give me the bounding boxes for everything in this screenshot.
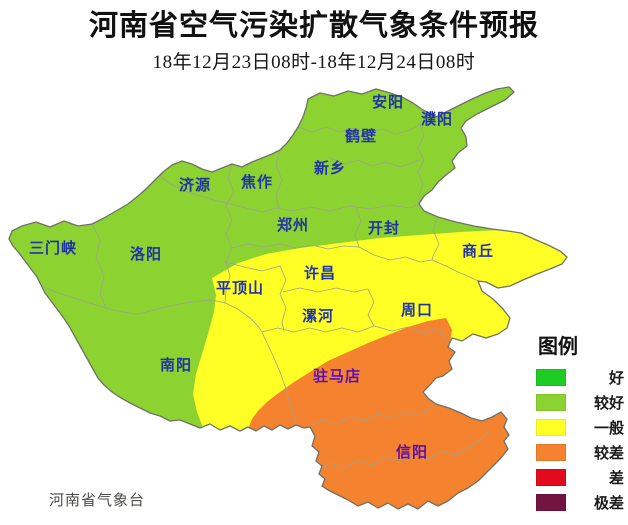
city-label: 洛阳 — [130, 245, 162, 263]
city-label: 濮阳 — [421, 110, 453, 128]
city-label: 许昌 — [304, 264, 336, 282]
legend-item-label: 较好 — [593, 396, 624, 412]
page-subtitle: 18年12月23日08时-18年12月24日08时 — [152, 52, 476, 74]
district-borders — [41, 123, 491, 471]
city-label: 驻马店 — [313, 367, 361, 385]
legend-item: 较好 — [536, 394, 626, 412]
title-block: 河南省空气污染扩散气象条件预报 18年12月23日08时-18年12月24日08… — [0, 8, 628, 74]
city-label: 济源 — [179, 176, 211, 194]
legend-item-label: 差 — [608, 471, 624, 487]
city-label: 三门峡 — [29, 239, 77, 257]
city-label: 安阳 — [372, 93, 404, 111]
legend-swatch — [536, 419, 566, 436]
province-outline — [8, 86, 568, 510]
legend-item: 极差 — [536, 494, 626, 512]
page-title: 河南省空气污染扩散气象条件预报 — [88, 10, 539, 42]
legend-item: 好 — [536, 369, 626, 387]
legend-title: 图例 — [538, 336, 578, 358]
legend-item: 较差 — [536, 444, 626, 462]
legend-item-label: 一般 — [593, 421, 624, 437]
city-label: 焦作 — [240, 173, 273, 191]
legend-item-label: 极差 — [593, 496, 624, 512]
legend-swatch — [536, 469, 566, 486]
legend-item: 一般 — [536, 419, 626, 437]
city-label: 漯河 — [302, 307, 334, 325]
city-label: 信阳 — [396, 443, 428, 461]
legend-swatch — [536, 394, 566, 411]
legend-rows: 好较好一般较差差极差 — [536, 369, 626, 512]
city-label: 周口 — [401, 302, 433, 319]
city-label: 鹤壁 — [345, 127, 377, 145]
legend: 图例 好较好一般较差差极差 — [536, 330, 626, 519]
city-label: 开封 — [368, 219, 400, 237]
city-label: 商丘 — [462, 242, 494, 260]
city-label: 平顶山 — [216, 280, 264, 297]
city-label: 南阳 — [160, 356, 192, 374]
legend-swatch — [536, 369, 566, 386]
legend-item-label: 较差 — [593, 446, 624, 462]
city-label: 新乡 — [314, 159, 346, 177]
credit-text: 河南省气象台 — [49, 493, 146, 509]
city-label: 郑州 — [277, 216, 309, 234]
legend-item-label: 好 — [608, 371, 624, 387]
legend-swatch — [536, 494, 566, 511]
legend-swatch — [536, 444, 566, 461]
legend-item: 差 — [536, 469, 626, 487]
